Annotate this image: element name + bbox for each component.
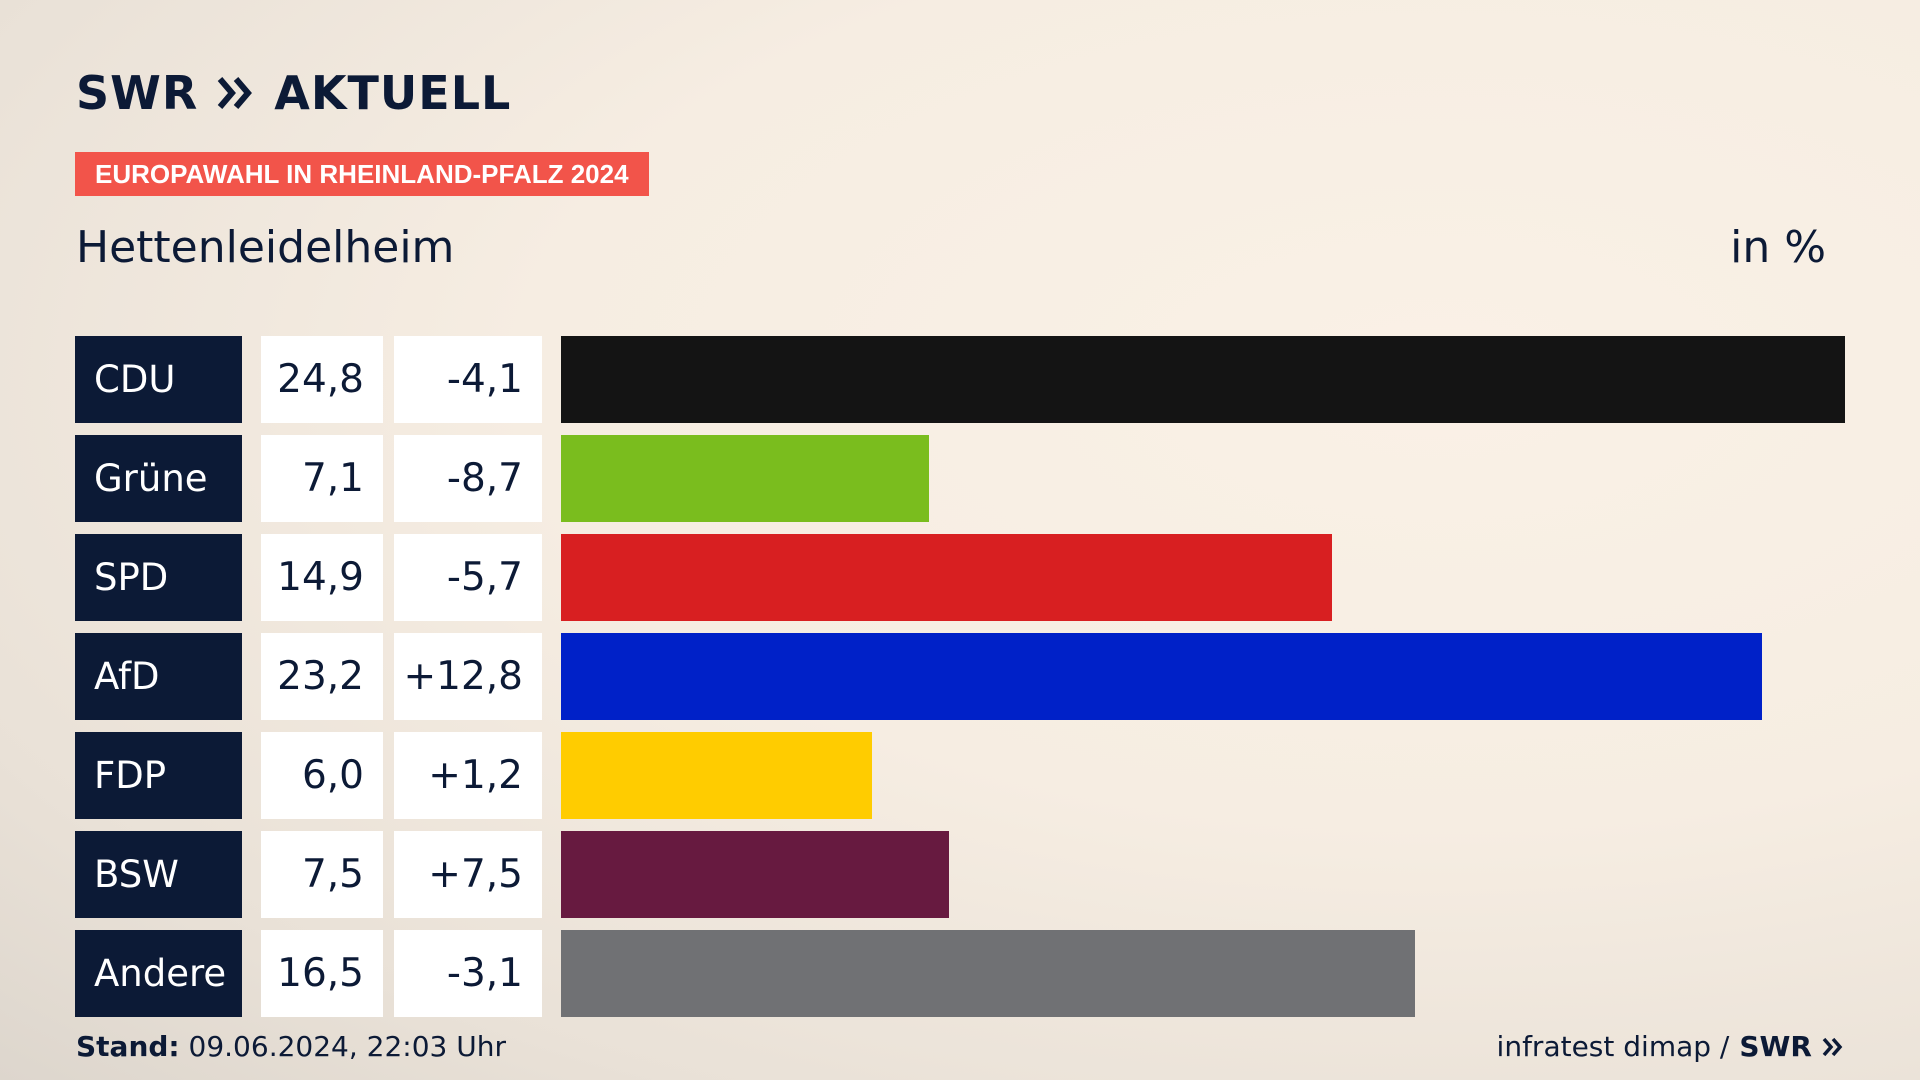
result-row: BSW 7,5 +7,5: [75, 831, 1845, 918]
vote-share-label: 24,8: [261, 336, 383, 423]
party-label: CDU: [75, 336, 242, 423]
result-row: CDU 24,8 -4,1: [75, 336, 1845, 423]
source-credit: infratest dimap / SWR: [1497, 1030, 1844, 1063]
result-row: Andere 16,5 -3,1: [75, 930, 1845, 1017]
result-bar: [561, 732, 872, 819]
stand-value: 09.06.2024, 22:03 Uhr: [188, 1030, 506, 1063]
change-label: -8,7: [394, 435, 542, 522]
stand-label: Stand:: [76, 1030, 180, 1063]
result-row: Grüne 7,1 -8,7: [75, 435, 1845, 522]
vote-share-label: 14,9: [261, 534, 383, 621]
source-swr-logo: SWR: [1739, 1030, 1812, 1063]
double-chevron-icon: [218, 77, 253, 109]
change-label: +7,5: [394, 831, 542, 918]
result-bar: [561, 831, 949, 918]
party-label: SPD: [75, 534, 242, 621]
logo-aktuell-text: AKTUELL: [274, 66, 512, 120]
election-badge: EUROPAWAHL IN RHEINLAND-PFALZ 2024: [75, 152, 649, 196]
result-row: AfD 23,2 +12,8: [75, 633, 1845, 720]
result-bar: [561, 534, 1332, 621]
result-row: SPD 14,9 -5,7: [75, 534, 1845, 621]
vote-share-label: 23,2: [261, 633, 383, 720]
party-label: Grüne: [75, 435, 242, 522]
change-label: +1,2: [394, 732, 542, 819]
result-bar: [561, 930, 1415, 1017]
party-label: BSW: [75, 831, 242, 918]
source-text: infratest dimap /: [1496, 1030, 1730, 1063]
vote-share-label: 7,5: [261, 831, 383, 918]
change-label: +12,8: [394, 633, 542, 720]
result-bar: [561, 633, 1762, 720]
result-row: FDP 6,0 +1,2: [75, 732, 1845, 819]
party-label: AfD: [75, 633, 242, 720]
change-label: -5,7: [394, 534, 542, 621]
swr-aktuell-logo: SWR AKTUELL: [76, 66, 511, 120]
change-label: -3,1: [394, 930, 542, 1017]
party-label: FDP: [75, 732, 242, 819]
logo-swr-text: SWR: [76, 66, 199, 120]
location-title: Hettenleidelheim: [76, 222, 455, 273]
unit-label: in %: [1730, 222, 1826, 273]
result-bar: [561, 336, 1845, 423]
double-chevron-icon: [1822, 1037, 1843, 1056]
timestamp: Stand: 09.06.2024, 22:03 Uhr: [76, 1030, 506, 1063]
party-label: Andere: [75, 930, 242, 1017]
vote-share-label: 7,1: [261, 435, 383, 522]
vote-share-label: 16,5: [261, 930, 383, 1017]
vote-share-label: 6,0: [261, 732, 383, 819]
result-bar: [561, 435, 929, 522]
change-label: -4,1: [394, 336, 542, 423]
